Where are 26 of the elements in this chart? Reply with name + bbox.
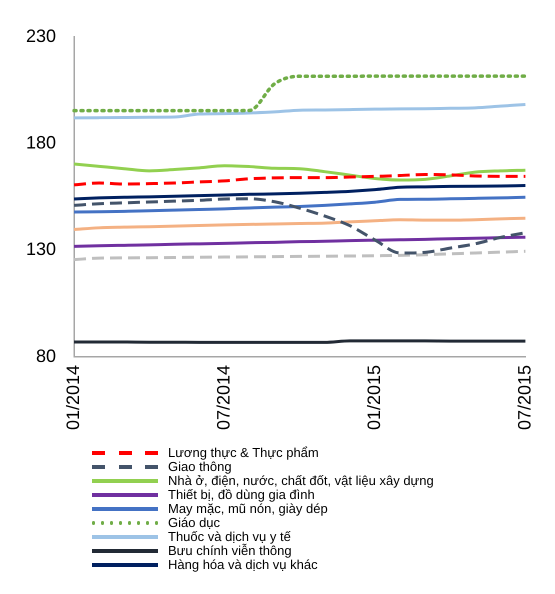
legend-label: Giao thông (168, 459, 232, 474)
legend-label: Hàng hóa và dịch vụ khác (168, 557, 318, 572)
line-series (72, 172, 527, 186)
legend-label: Thuốc và dịch vụ y tế (168, 529, 291, 544)
line-series (72, 74, 528, 112)
line-series (72, 196, 527, 214)
line-series (72, 102, 527, 120)
legend-label: Nhà ở, điện, nước, chất đốt, vật liệu xây dựng (168, 473, 434, 488)
line-series (72, 184, 527, 200)
legend-label: May mặc, mũ nón, giày dép (168, 501, 328, 516)
y-tick-label: 230 (26, 26, 56, 46)
x-tick-label: 07/2015 (514, 364, 534, 430)
legend-label: Giáo dục (168, 515, 220, 530)
legend-label: Bưu chính viễn thông (168, 543, 292, 558)
legend-label: Lương thực & Thực phẩm (168, 445, 319, 460)
y-tick-label: 80 (36, 346, 56, 366)
y-tick-label: 180 (26, 132, 56, 152)
line-series (72, 236, 527, 248)
line-series (72, 162, 527, 182)
x-tick-label: 01/2014 (63, 364, 83, 430)
x-tick-label: 01/2015 (364, 364, 384, 430)
x-tick-label: 07/2014 (213, 364, 234, 430)
line-series (72, 216, 527, 232)
y-tick-label: 130 (26, 239, 56, 260)
line-series (72, 250, 527, 262)
legend-label: Thiết bị, đồ dùng gia đình (168, 487, 315, 502)
